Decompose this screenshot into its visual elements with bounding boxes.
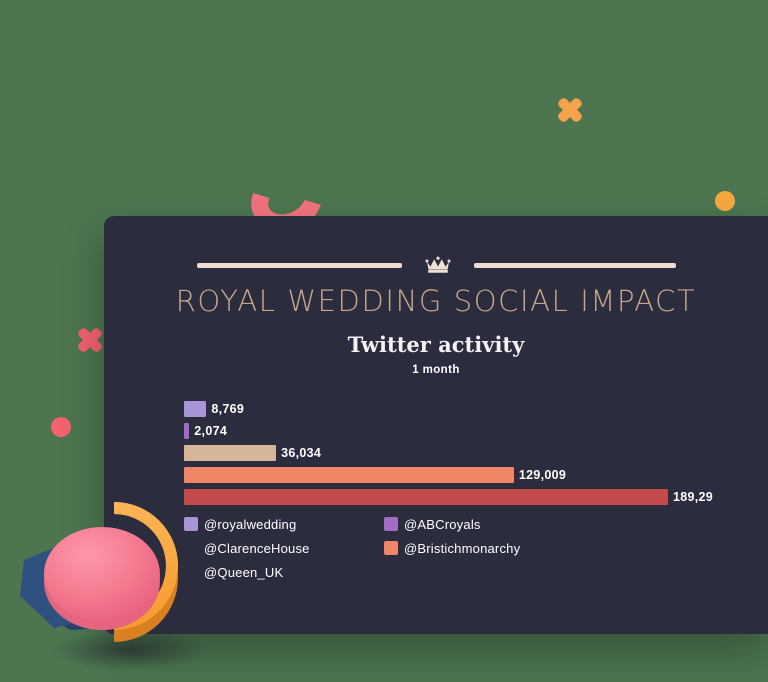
bar-row: 36,034 [184,445,768,461]
chart-period: 1 month [412,364,460,376]
donut-ring-face [114,502,178,630]
orange-cross-icon [556,96,584,124]
pink-dot-icon [51,417,71,437]
bar-value-label: 129,009 [518,468,567,482]
bar-value-label: 2,074 [194,424,228,438]
legend-label: @Queen_UK [204,564,284,580]
bar-value-label: 189,29 [673,490,714,504]
legend-item[interactable]: @Queen_UK [184,560,384,584]
legend-label: @royalwedding [204,516,297,532]
orange-dot-icon [715,191,735,211]
bar-bristichmonarchy [184,467,514,483]
bar-row: 129,009 [184,467,768,483]
bar-royalwedding [184,423,190,439]
legend-label: @ABCroyals [404,516,481,532]
donut-chart-3d [20,502,208,670]
legend-label: @Bristichmonarchy [404,540,521,556]
crown-icon [425,256,450,273]
legend-swatch-icon [384,541,398,555]
bar-chart: 8,769 2,074 36,034 129,009 189,29 [184,401,768,511]
title-rule-row [104,254,768,276]
legend-label: @ClarenceHouse [204,540,310,556]
bar-queen_uk [184,445,277,461]
bar-value-label: 36,034 [281,446,322,460]
page-title: ROYAL WEDDING SOCIAL IMPACT [175,284,697,318]
legend-swatch-icon [384,517,398,531]
dashboard-card: ROYAL WEDDING SOCIAL IMPACT Twitter acti… [104,216,768,634]
legend-item[interactable]: @ABCroyals [384,512,520,536]
legend-item[interactable]: @ClarenceHouse [184,536,384,560]
title-rule-left [196,262,402,268]
bar-value-label: 8,769 [211,402,245,416]
pink-cross-icon [76,326,104,354]
legend-swatch-icon [184,517,198,531]
card-header: ROYAL WEDDING SOCIAL IMPACT Twitter acti… [104,254,768,376]
bar-row: 8,769 [184,401,768,417]
donut-ground-shadow [52,630,208,670]
bar-abcroyals [184,401,207,417]
donut-center-sphere [44,527,160,621]
legend-item[interactable]: @royalwedding [184,512,384,536]
bar-row: 189,29 [184,489,768,505]
bar-row: 2,074 [184,423,768,439]
title-rule-right [473,262,676,268]
chart-title: Twitter activity [347,332,525,357]
legend-item[interactable]: @Bristichmonarchy [384,536,520,560]
legend-column-two: @ABCroyals @Bristichmonarchy [384,512,520,584]
chart-legend: @royalwedding @ClarenceHouse @Queen_UK @AB… [184,512,704,584]
bar-clarencehouse [184,489,668,505]
legend-column-one: @royalwedding @ClarenceHouse @Queen_UK [184,512,384,584]
